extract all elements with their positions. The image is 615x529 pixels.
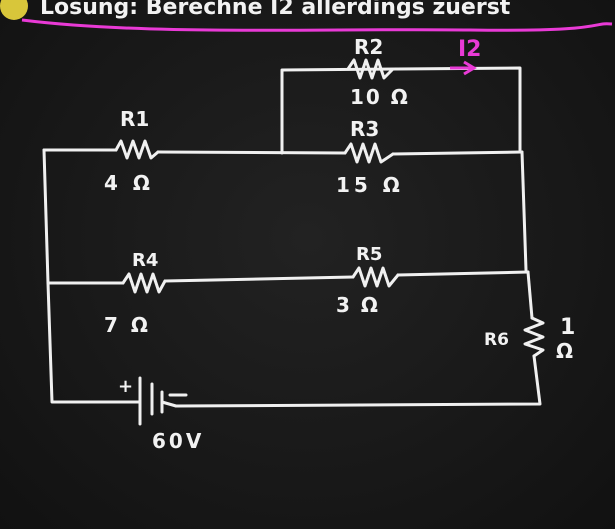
r6-value-top: 1 [560,315,575,340]
cursor-highlight-icon [0,0,28,20]
current-arrow-icon [463,60,477,76]
wire-r2-branch [280,66,522,155]
r1-value: 4 Ω [104,171,154,195]
r3-label: R3 [350,117,379,141]
current-annotation: I2 [450,37,482,76]
r4-value: 7 Ω [104,313,151,337]
wires [42,66,542,408]
wire-left-upper [42,148,50,285]
r2-resistor-icon [346,58,394,80]
header-strip: Lösung: Berechne I2 allerdings zuerst [0,0,613,32]
r5-value: 3 Ω [336,293,380,317]
wire-top-right [391,150,524,156]
wire-top-mid [156,150,347,155]
r2-value: 10 Ω [350,85,410,109]
r6-resistor-icon [523,316,545,358]
battery: + 60V [118,376,204,453]
r4-label: R4 [132,250,158,271]
r5-resistor-icon [351,266,400,288]
battery-lead [160,400,178,408]
header-text: Lösung: Berechne I2 allerdings zuerst [40,0,511,20]
r1-resistor-icon [114,139,160,160]
r1-label: R1 [120,107,149,131]
resistor-symbols [114,58,545,358]
wire-left-lower [46,281,142,404]
wire-bottom [174,354,542,408]
r5-label: R5 [356,244,382,265]
r6-label: R6 [484,330,509,350]
wire-mid-right [396,270,530,277]
r3-value: 15 Ω [336,173,404,197]
header-underline [21,18,613,32]
r2-label: R2 [354,35,383,59]
wire-right-to-r6 [526,270,534,320]
battery-voltage-label: 60V [152,429,204,453]
current-i2-label: I2 [458,37,482,62]
r6-value-bottom: Ω [556,339,573,363]
r3-resistor-icon [343,142,395,164]
wire-right-upper [520,150,528,272]
r4-resistor-icon [121,272,167,294]
resistor-labels: R1 4 Ω R2 10 Ω R3 15 Ω R4 7 Ω R5 3 Ω R6 … [104,35,575,363]
battery-plus-sign: + [118,376,133,397]
wire-mid-center [163,275,355,283]
